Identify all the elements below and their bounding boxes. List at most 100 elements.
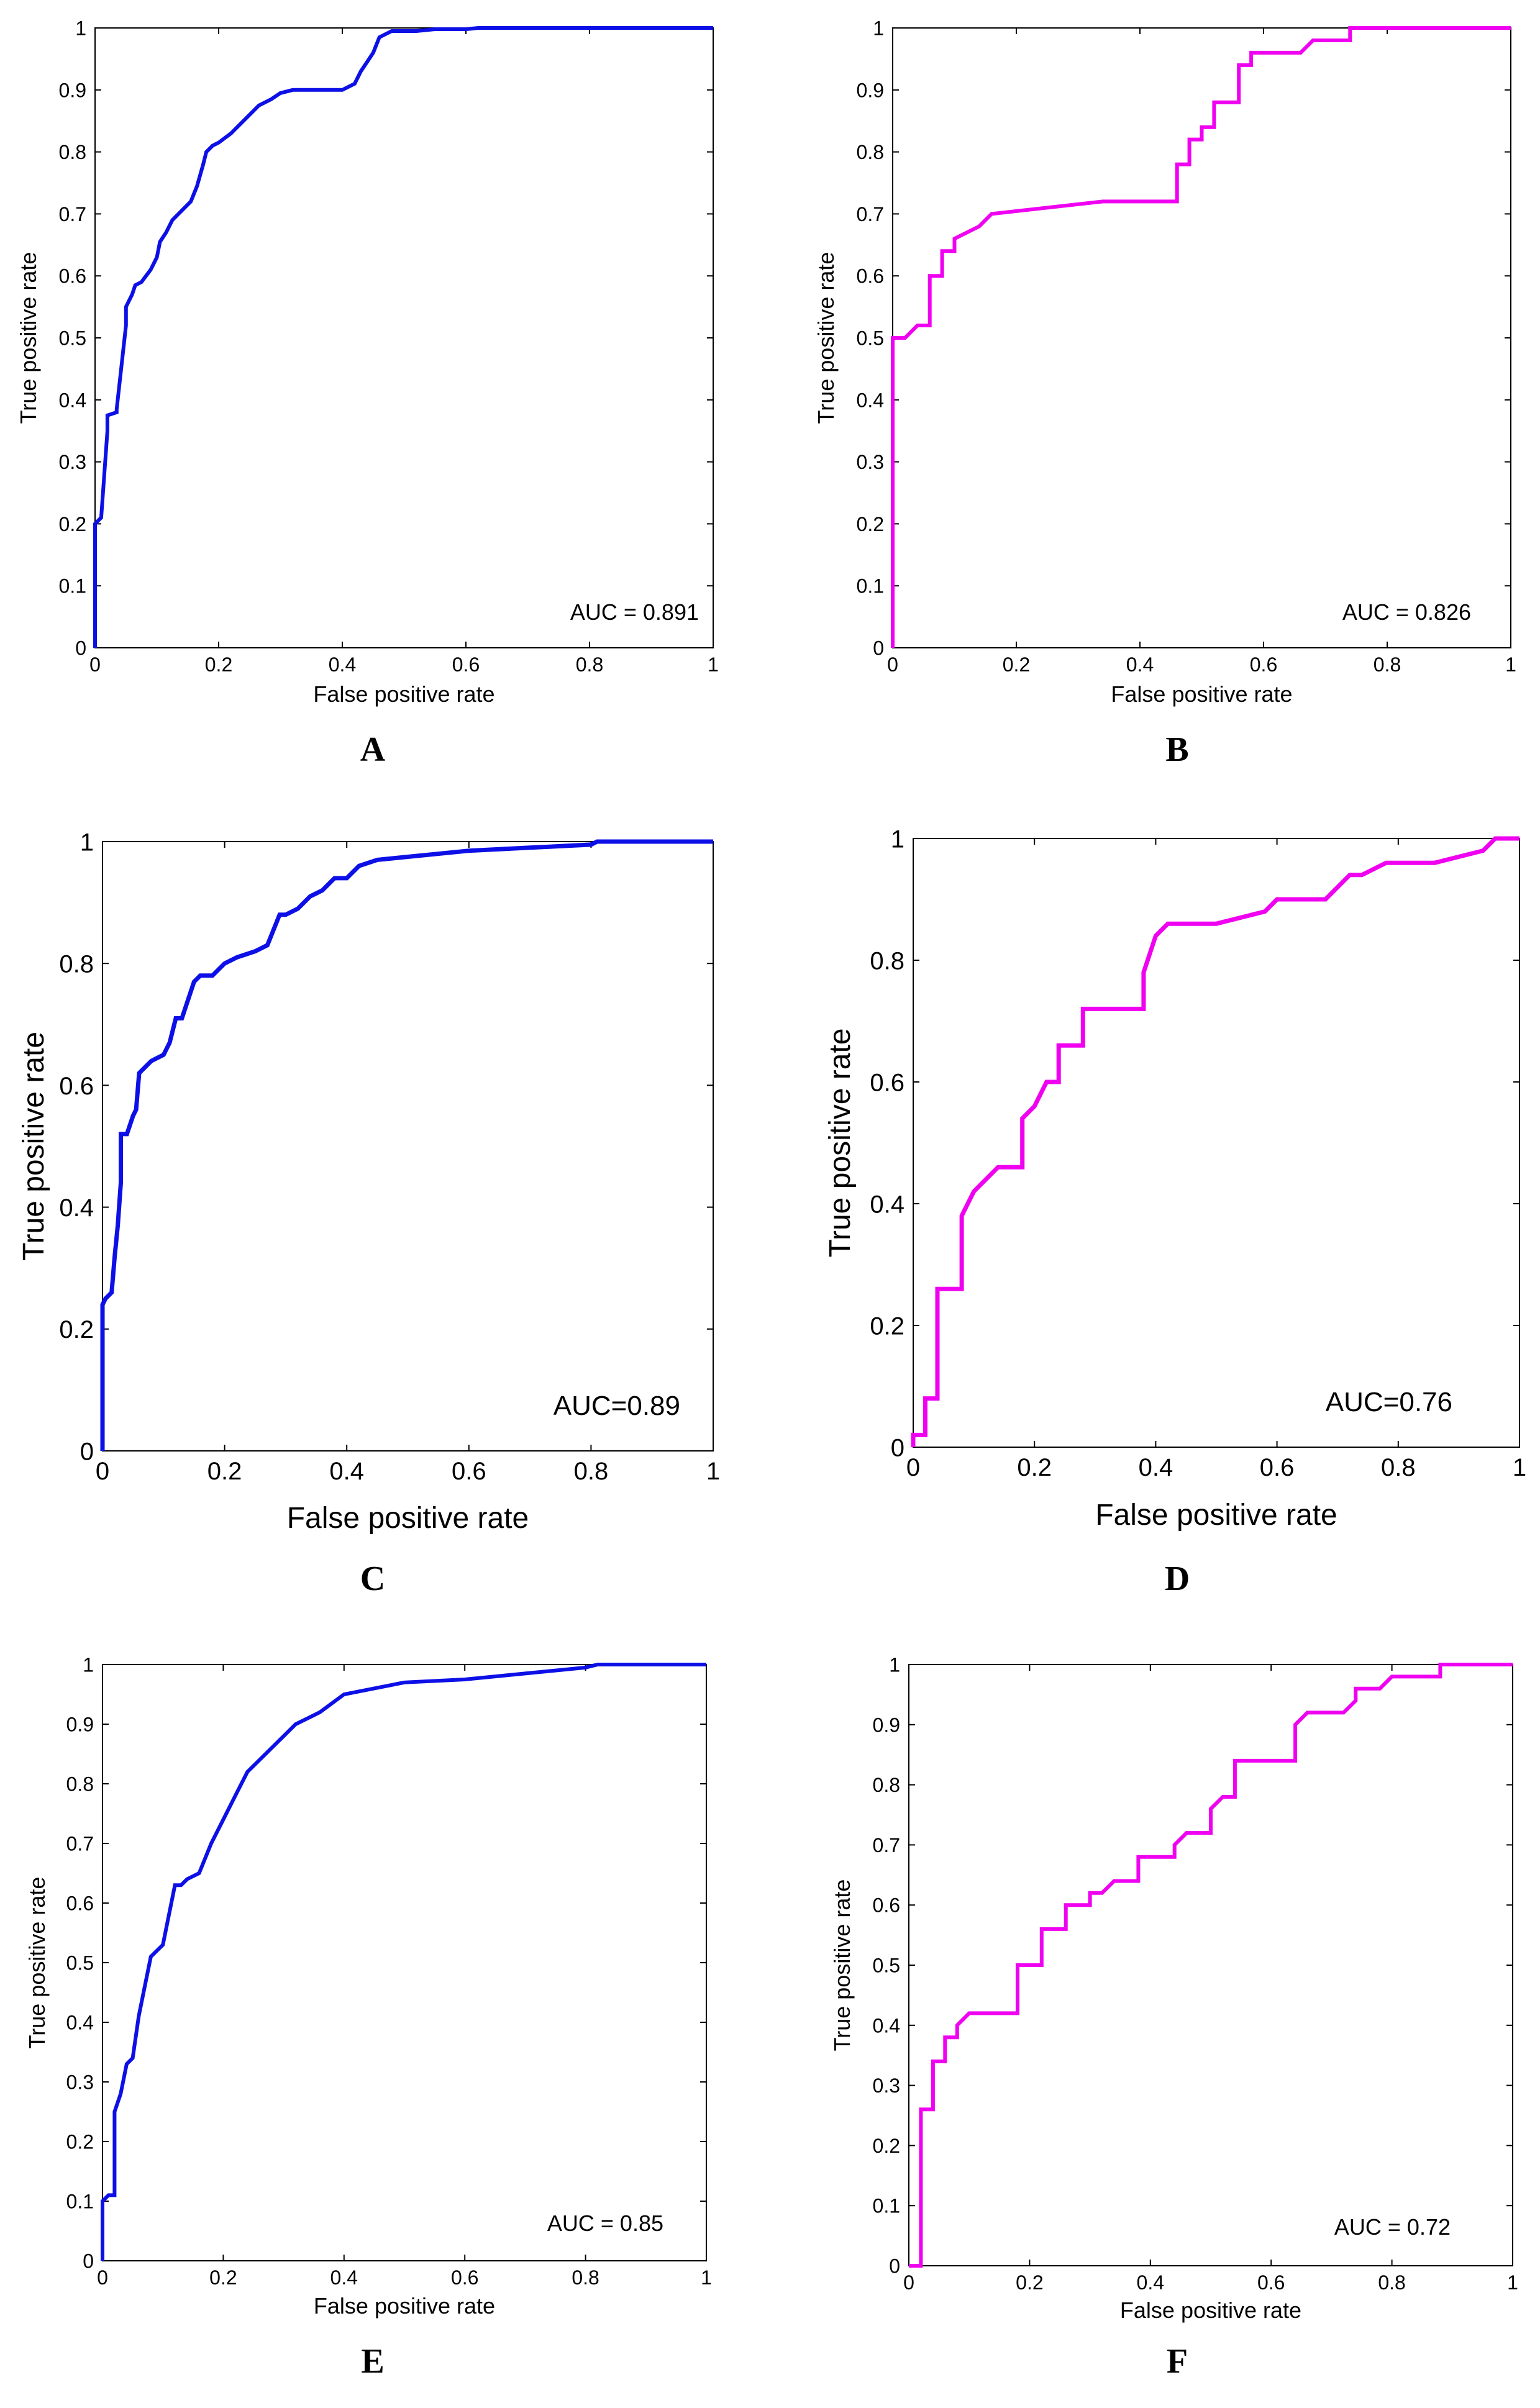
y-tick-label: 0.8 bbox=[870, 947, 904, 975]
y-axis-label: True positive rate bbox=[24, 1877, 50, 2049]
y-tick-label: 0.2 bbox=[873, 2135, 900, 2157]
panel-label: B bbox=[1165, 730, 1188, 769]
y-tick-label: 0.6 bbox=[66, 1892, 94, 1915]
y-tick-label: 0.9 bbox=[66, 1714, 94, 1736]
y-tick-label: 0.4 bbox=[59, 1194, 94, 1222]
y-tick-label: 0.6 bbox=[873, 1894, 900, 1917]
x-tick-label: 0 bbox=[903, 2271, 914, 2294]
y-tick-label: 0.4 bbox=[870, 1191, 904, 1218]
y-tick-label: 0.5 bbox=[66, 1952, 94, 1974]
y-tick-label: 1 bbox=[75, 17, 86, 40]
roc-panel-e: 0 0.2 0.4 0.6 0.8 1 0 0.1 0.2 0.3 0.4 0.5 0.6 0.7 0.8 0… bbox=[24, 1654, 712, 2381]
y-tick-label: 0.3 bbox=[59, 451, 86, 473]
x-tick-label: 0.2 bbox=[1003, 653, 1030, 676]
y-tick-label: 0.8 bbox=[857, 141, 884, 163]
y-tick-label: 0 bbox=[75, 637, 86, 660]
x-tick-label: 1 bbox=[1513, 1454, 1526, 1481]
roc-curve bbox=[100, 839, 713, 1451]
y-tick-label: 0 bbox=[83, 2250, 94, 2273]
roc-panel-c: 0 0.2 0.4 0.6 0.8 1 0 0.2 0.4 0.6 0.8 1 False positi… bbox=[17, 829, 720, 1598]
x-tick-label: 0.6 bbox=[1250, 653, 1277, 676]
x-tick-label: 0.8 bbox=[574, 1458, 609, 1485]
roc-curve bbox=[93, 26, 713, 648]
auc-annotation: AUC=0.89 bbox=[554, 1391, 680, 1421]
y-tick-label: 1 bbox=[873, 17, 884, 40]
y-tick-label: 1 bbox=[83, 1654, 94, 1676]
panel-label: F bbox=[1167, 2342, 1188, 2381]
y-tick-label: 0.2 bbox=[857, 513, 884, 535]
x-tick-label: 0.2 bbox=[1017, 1454, 1052, 1481]
y-tick-label: 0.1 bbox=[66, 2191, 94, 2213]
x-tick-label: 0.4 bbox=[1126, 653, 1154, 676]
y-tick-label: 0.8 bbox=[873, 1774, 900, 1796]
plot-frame bbox=[94, 27, 714, 648]
roc-panel-a: 0 0.2 0.4 0.6 0.8 1 0 0.1 0.2 0.3 0.4 0.5 0.6 0.7 0.8 0… bbox=[16, 17, 719, 769]
roc-panel-b: 0 0.2 0.4 0.6 0.8 1 0 0.1 0.2 0.3 0.4 0.5 0.6 0.7 0.8 0… bbox=[813, 17, 1516, 769]
y-tick-label: 0.1 bbox=[873, 2195, 900, 2217]
x-tick-label: 0.8 bbox=[576, 653, 603, 676]
y-tick-label: 1 bbox=[80, 829, 94, 856]
x-tick-label: 0.4 bbox=[329, 1458, 364, 1485]
plot-frame bbox=[892, 27, 1511, 648]
y-tick-label: 0 bbox=[891, 1434, 904, 1461]
roc-curve bbox=[909, 1663, 1513, 2268]
roc-curve bbox=[101, 1663, 706, 2261]
y-axis-label: True positive rate bbox=[17, 1032, 50, 1261]
y-axis-label: True positive rate bbox=[824, 1028, 857, 1257]
y-tick-label: 0.2 bbox=[66, 2131, 94, 2153]
roc-curve bbox=[891, 26, 1511, 648]
plot-frame bbox=[102, 841, 714, 1452]
x-tick-label: 1 bbox=[701, 2266, 712, 2289]
plot-frame bbox=[102, 1664, 707, 2261]
x-tick-label: 0.2 bbox=[207, 1458, 242, 1485]
y-tick-label: 0.6 bbox=[59, 265, 86, 288]
y-tick-label: 0.3 bbox=[66, 2071, 94, 2094]
auc-annotation: AUC = 0.891 bbox=[570, 599, 699, 625]
x-tick-label: 0.8 bbox=[1381, 1454, 1416, 1481]
y-tick-label: 0 bbox=[873, 637, 884, 660]
roc-panel-f: 0 0.2 0.4 0.6 0.8 1 0 0.1 0.2 0.3 0.4 0.5 0.6 0.7 0.8 0… bbox=[829, 1654, 1518, 2381]
y-axis-label: True positive rate bbox=[16, 252, 41, 424]
x-tick-label: 0 bbox=[96, 1458, 109, 1485]
x-tick-label: 0 bbox=[887, 653, 898, 676]
y-tick-label: 0.3 bbox=[873, 2074, 900, 2097]
y-tick-label: 0.3 bbox=[857, 451, 884, 473]
x-axis-label: False positive rate bbox=[1095, 1499, 1337, 1532]
y-tick-label: 0.2 bbox=[59, 1316, 94, 1343]
x-tick-label: 0.4 bbox=[329, 653, 356, 676]
y-tick-label: 0.2 bbox=[870, 1312, 904, 1340]
x-axis-label: False positive rate bbox=[287, 1502, 529, 1535]
y-tick-label: 1 bbox=[889, 1654, 900, 1676]
y-tick-label: 0.4 bbox=[59, 389, 86, 411]
auc-annotation: AUC = 0.85 bbox=[547, 2210, 663, 2236]
auc-annotation: AUC = 0.72 bbox=[1334, 2214, 1451, 2240]
y-tick-label: 0.6 bbox=[59, 1073, 94, 1100]
x-tick-label: 0.2 bbox=[1016, 2271, 1043, 2294]
x-tick-label: 0.4 bbox=[330, 2266, 358, 2289]
x-tick-label: 1 bbox=[1507, 2271, 1518, 2294]
y-tick-label: 0.5 bbox=[59, 327, 86, 350]
roc-panel-d: 0 0.2 0.4 0.6 0.8 1 0 0.2 0.4 0.6 0.8 1 False positi… bbox=[824, 825, 1526, 1598]
plot-frame bbox=[913, 838, 1520, 1448]
y-tick-label: 0.7 bbox=[66, 1833, 94, 1855]
y-tick-label: 0.4 bbox=[66, 2012, 94, 2034]
panel-label: C bbox=[360, 1560, 385, 1598]
roc-curve bbox=[911, 836, 1519, 1447]
y-tick-label: 0.9 bbox=[59, 79, 86, 101]
y-tick-label: 0.1 bbox=[59, 575, 86, 597]
x-tick-label: 0.4 bbox=[1137, 2271, 1164, 2294]
x-tick-label: 0.2 bbox=[205, 653, 232, 676]
y-tick-label: 0.9 bbox=[873, 1714, 900, 1736]
x-tick-label: 0.6 bbox=[452, 1458, 486, 1485]
x-tick-label: 0 bbox=[97, 2266, 108, 2289]
y-axis-label: True positive rate bbox=[829, 1879, 855, 2051]
y-tick-label: 0.5 bbox=[857, 327, 884, 350]
panel-label: A bbox=[360, 730, 386, 769]
x-tick-label: 0.6 bbox=[451, 2266, 478, 2289]
y-tick-label: 0.1 bbox=[857, 575, 884, 597]
x-axis-label: False positive rate bbox=[313, 681, 494, 707]
x-tick-label: 0.4 bbox=[1139, 1454, 1173, 1481]
y-tick-label: 0.8 bbox=[59, 951, 94, 978]
plot-frame bbox=[908, 1664, 1513, 2266]
